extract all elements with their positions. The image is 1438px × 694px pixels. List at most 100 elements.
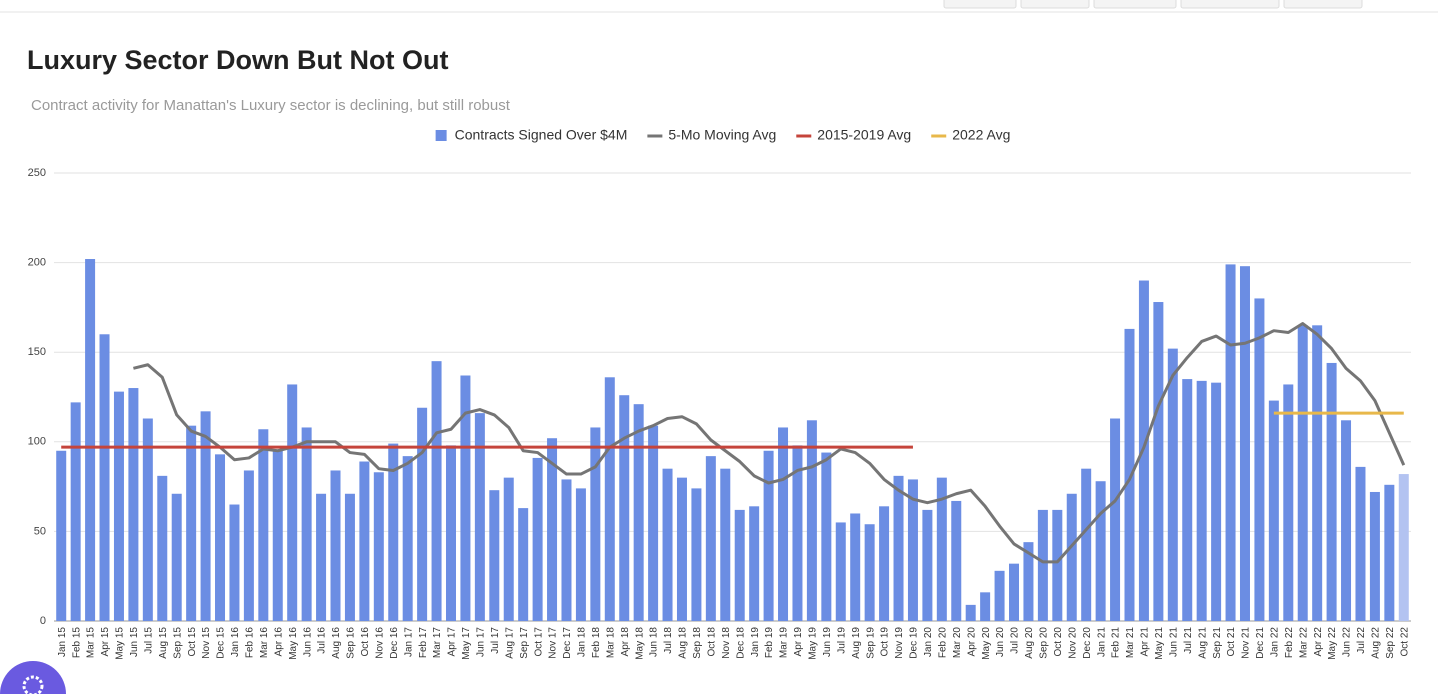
x-tick-label: May 22 <box>1327 627 1338 660</box>
x-tick-label: Feb 17 <box>418 627 429 659</box>
x-tick-label: Oct 22 <box>1399 627 1410 657</box>
bar <box>749 506 760 621</box>
bar <box>1355 466 1366 621</box>
x-tick-label: Dec 18 <box>735 627 746 659</box>
x-tick-label: Nov 15 <box>201 627 212 659</box>
x-tick-label: Feb 20 <box>937 627 948 659</box>
x-tick-label: Aug 17 <box>504 627 515 659</box>
bar <box>1384 484 1395 621</box>
x-tick-label: Oct 21 <box>1226 627 1237 657</box>
bar <box>1066 493 1077 621</box>
x-tick-label: Oct 18 <box>706 627 717 657</box>
bar <box>489 490 500 621</box>
bar <box>1153 302 1164 621</box>
x-tick-label: Jan 21 <box>1096 627 1107 657</box>
bar <box>922 509 933 621</box>
toolbar-button[interactable] <box>1283 0 1363 9</box>
x-tick-label: Mar 18 <box>605 627 616 659</box>
bar <box>518 508 529 621</box>
x-tick-label: Jan 18 <box>577 627 588 657</box>
bar <box>402 456 413 621</box>
bar <box>575 488 586 621</box>
legend-item: Contracts Signed Over $4M <box>435 127 627 143</box>
bar <box>763 450 774 621</box>
x-tick-label: Jul 15 <box>143 627 154 654</box>
x-tick-label: Feb 22 <box>1284 627 1295 659</box>
bar <box>56 450 67 621</box>
bar <box>70 402 81 621</box>
bar <box>1196 380 1207 621</box>
x-tick-label: May 15 <box>115 627 126 660</box>
legend-label: 2015-2019 Avg <box>817 127 911 143</box>
bar <box>272 450 283 621</box>
x-tick-label: Dec 21 <box>1255 627 1266 659</box>
x-tick-label: Dec 15 <box>216 627 227 659</box>
x-tick-label: Jul 19 <box>836 627 847 654</box>
x-tick-label: Apr 21 <box>1140 627 1151 657</box>
x-tick-label: Feb 21 <box>1111 627 1122 659</box>
bar <box>1211 382 1222 621</box>
y-tick-label: 50 <box>34 525 46 537</box>
x-tick-label: Jan 15 <box>57 627 68 657</box>
bar <box>287 384 298 621</box>
bar <box>1037 509 1048 621</box>
x-tick-label: Sep 17 <box>519 627 530 659</box>
y-tick-label: 0 <box>40 615 46 627</box>
y-tick-label: 150 <box>28 346 46 358</box>
x-tick-label: May 16 <box>288 627 299 660</box>
x-tick-label: Jun 17 <box>476 627 487 657</box>
x-tick-label: Oct 20 <box>1053 627 1064 657</box>
bar <box>835 522 846 621</box>
bar <box>460 375 471 621</box>
bar <box>1398 474 1409 621</box>
bar <box>1297 325 1308 621</box>
x-tick-label: Dec 17 <box>562 627 573 659</box>
toolbar-button[interactable] <box>1020 0 1090 9</box>
x-tick-label: Aug 22 <box>1371 627 1382 659</box>
bar <box>893 475 904 621</box>
bar <box>301 427 312 621</box>
bar <box>965 604 976 621</box>
bar <box>1081 468 1092 621</box>
x-tick-label: Aug 15 <box>158 627 169 659</box>
x-tick-label: Feb 19 <box>764 627 775 659</box>
x-tick-label: Jun 15 <box>129 627 140 657</box>
x-tick-label: Jan 20 <box>923 627 934 657</box>
x-tick-label: Oct 17 <box>533 627 544 657</box>
toolbar-button[interactable] <box>943 0 1017 9</box>
bar <box>806 420 817 621</box>
bar <box>503 477 514 621</box>
x-tick-label: May 19 <box>808 627 819 660</box>
legend-label: 5-Mo Moving Avg <box>668 127 776 143</box>
bar <box>258 429 269 621</box>
x-tick-label: Mar 15 <box>86 627 97 659</box>
bar <box>1095 481 1106 621</box>
x-tick-label: Apr 17 <box>447 627 458 657</box>
x-tick-label: May 20 <box>981 627 992 660</box>
x-tick-label: Jun 22 <box>1342 627 1353 657</box>
x-tick-label: Jul 22 <box>1356 627 1367 654</box>
toolbar-button[interactable] <box>1180 0 1280 9</box>
x-tick-label: Nov 20 <box>1067 627 1078 659</box>
bar <box>648 425 659 621</box>
x-tick-label: Nov 16 <box>374 627 385 659</box>
bar <box>1167 348 1178 621</box>
legend-item: 2022 Avg <box>931 127 1010 143</box>
x-tick-label: Apr 16 <box>273 627 284 657</box>
bar <box>445 445 456 621</box>
x-tick-label: Aug 16 <box>331 627 342 659</box>
toolbar-button[interactable] <box>1093 0 1177 9</box>
bar <box>691 488 702 621</box>
x-tick-label: Feb 18 <box>591 627 602 659</box>
legend-item: 2015-2019 Avg <box>796 127 911 143</box>
x-tick-label: Feb 16 <box>245 627 256 659</box>
x-tick-label: Apr 15 <box>100 627 111 657</box>
x-tick-label: Nov 21 <box>1241 627 1252 659</box>
x-tick-label: Sep 20 <box>1039 627 1050 659</box>
x-tick-label: Jun 19 <box>822 627 833 657</box>
bar <box>417 407 428 621</box>
bar <box>373 472 384 621</box>
x-tick-label: Jul 21 <box>1183 627 1194 654</box>
x-tick-label: Jun 18 <box>649 627 660 657</box>
x-tick-label: Mar 20 <box>952 627 963 659</box>
